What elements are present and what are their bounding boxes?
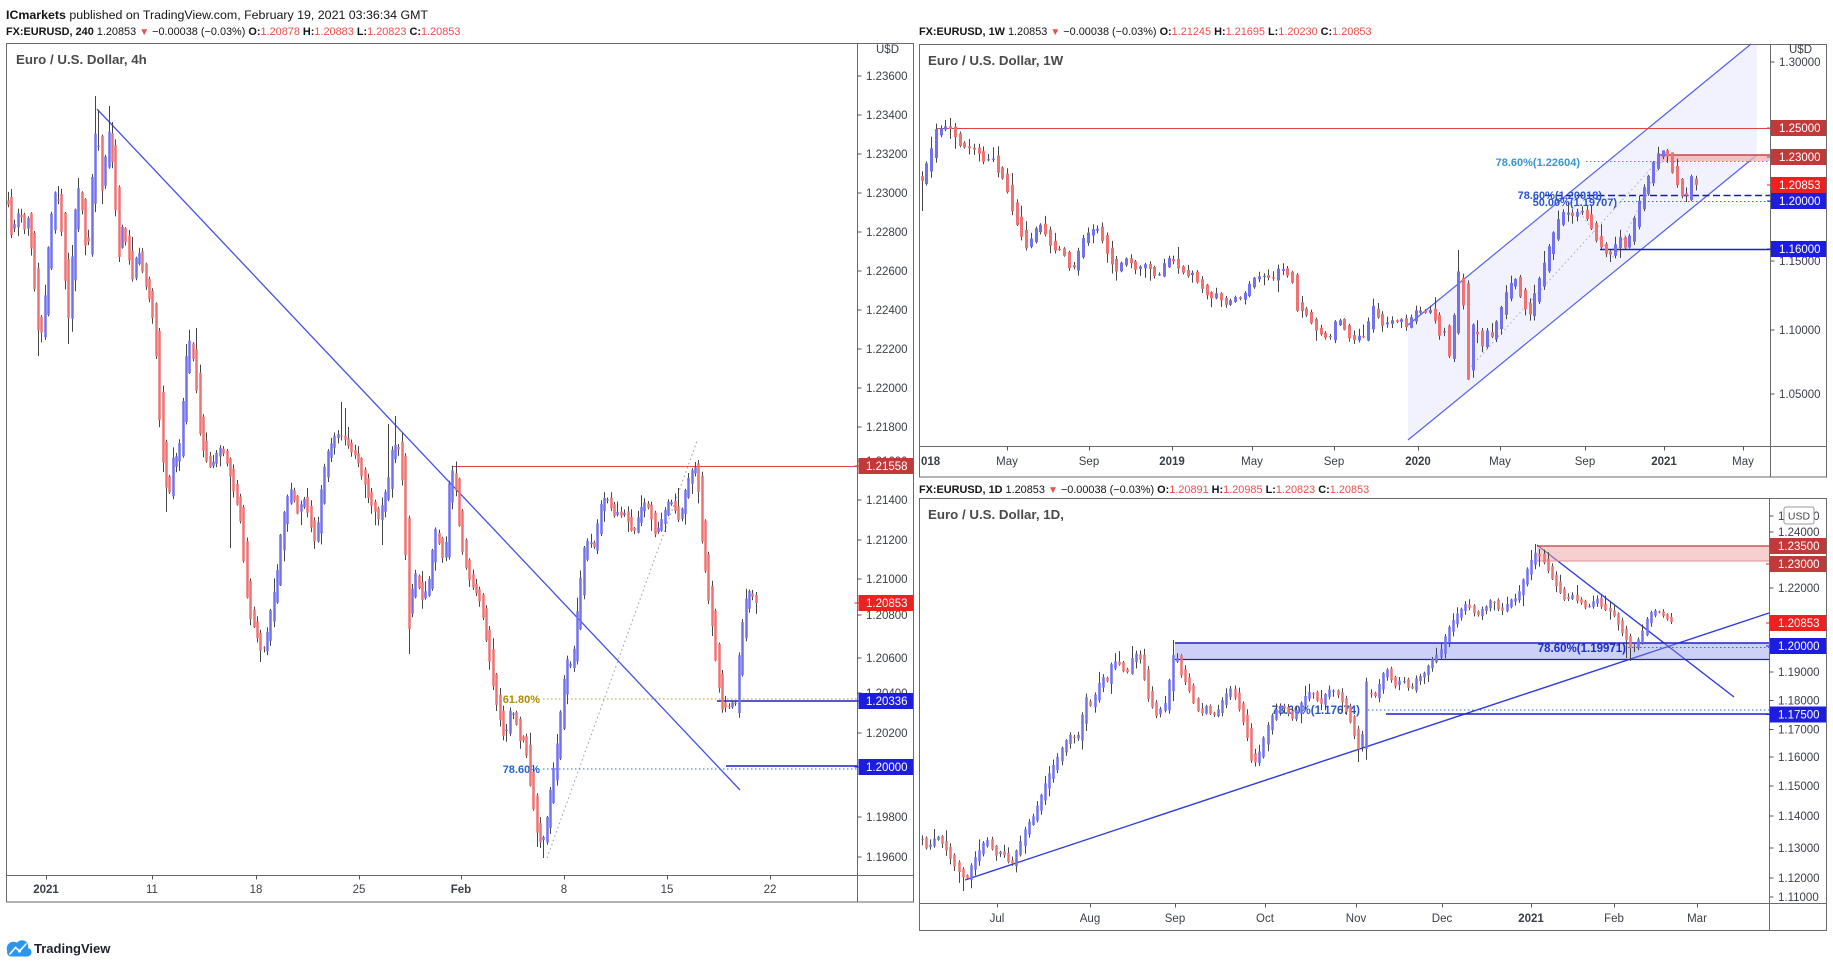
svg-text:1.19600: 1.19600: [866, 852, 908, 864]
svg-text:Jul: Jul: [990, 913, 1005, 925]
svg-text:25: 25: [353, 884, 366, 896]
svg-text:78.60%(1.20018): 78.60%(1.20018): [1518, 190, 1603, 202]
svg-text:Sep: Sep: [1575, 456, 1595, 468]
svg-text:Feb: Feb: [1604, 913, 1624, 925]
svg-text:1.20336: 1.20336: [866, 696, 908, 708]
svg-text:1.21200: 1.21200: [866, 535, 908, 547]
svg-text:May: May: [1241, 456, 1263, 468]
svg-text:1.11000: 1.11000: [1778, 892, 1819, 904]
svg-text:2021: 2021: [1651, 456, 1677, 468]
svg-text:1.20800: 1.20800: [866, 610, 908, 622]
svg-text:1.17000: 1.17000: [1778, 725, 1820, 737]
svg-text:U$D: U$D: [876, 44, 899, 56]
svg-text:Aug: Aug: [1080, 913, 1100, 925]
svg-text:2021: 2021: [33, 884, 59, 896]
svg-text:22: 22: [764, 884, 777, 896]
svg-text:1.22200: 1.22200: [866, 344, 908, 356]
svg-text:1.23500: 1.23500: [1778, 541, 1820, 553]
svg-text:Nov: Nov: [1346, 913, 1367, 925]
svg-text:1.22000: 1.22000: [1778, 583, 1820, 595]
svg-text:1.13000: 1.13000: [1778, 843, 1820, 855]
svg-text:1.19000: 1.19000: [1778, 667, 1820, 679]
svg-text:FX:EURUSD, 240 1.20853 ▼ −0.0: FX:EURUSD, 240 1.20853 ▼ −0.00038 (−0.03…: [6, 26, 460, 38]
svg-text:Sep: Sep: [1079, 456, 1099, 468]
svg-text:Euro / U.S. Dollar, 1D,: Euro / U.S. Dollar, 1D,: [928, 507, 1064, 522]
svg-text:018: 018: [921, 456, 941, 468]
svg-text:1.12000: 1.12000: [1778, 873, 1820, 885]
svg-text:1.23600: 1.23600: [866, 71, 908, 83]
svg-text:1.23000: 1.23000: [1778, 559, 1820, 571]
svg-text:1.15000: 1.15000: [1778, 781, 1820, 793]
svg-text:Euro / U.S. Dollar, 4h: Euro / U.S. Dollar, 4h: [16, 52, 147, 67]
svg-text:61.80%: 61.80%: [503, 694, 541, 706]
svg-text:ICmarkets published on Trading: ICmarkets published on TradingView.com, …: [6, 8, 428, 22]
svg-text:1.19800: 1.19800: [866, 812, 908, 824]
svg-text:50.00%(1.19707): 50.00%(1.19707): [1533, 197, 1618, 209]
svg-text:1.10000: 1.10000: [1779, 325, 1821, 337]
svg-text:1.22800: 1.22800: [866, 227, 908, 239]
svg-text:1.20853: 1.20853: [1779, 180, 1821, 192]
svg-text:1.20853: 1.20853: [1778, 618, 1820, 630]
svg-text:1.24000: 1.24000: [1778, 527, 1820, 539]
svg-text:1.23000: 1.23000: [866, 188, 908, 200]
svg-text:78.60%(1.19971): 78.60%(1.19971): [1538, 643, 1626, 655]
svg-text:U$D: U$D: [1789, 44, 1812, 56]
svg-text:1.20600: 1.20600: [866, 653, 908, 665]
svg-text:8: 8: [561, 884, 567, 896]
svg-text:1.20853: 1.20853: [866, 598, 908, 610]
svg-text:Dec: Dec: [1432, 913, 1453, 925]
svg-text:1.21000: 1.21000: [866, 574, 908, 586]
svg-text:Euro / U.S. Dollar, 1W: Euro / U.S. Dollar, 1W: [928, 53, 1064, 68]
svg-text:1.14000: 1.14000: [1778, 811, 1820, 823]
svg-text:USD: USD: [1788, 511, 1811, 523]
svg-text:1.16000: 1.16000: [1778, 752, 1820, 764]
svg-text:78.60%(1.22604): 78.60%(1.22604): [1496, 157, 1581, 169]
svg-text:18: 18: [250, 884, 263, 896]
svg-text:1.23000: 1.23000: [1779, 152, 1821, 164]
svg-text:11: 11: [146, 884, 158, 896]
svg-text:1.21800: 1.21800: [866, 422, 908, 434]
svg-text:1.20200: 1.20200: [866, 728, 908, 740]
svg-text:1.21558: 1.21558: [866, 461, 908, 473]
svg-text:TradingView: TradingView: [34, 941, 111, 956]
svg-text:FX:EURUSD, 1D 1.20853 ▼ −0.00: FX:EURUSD, 1D 1.20853 ▼ −0.00038 (−0.03%…: [919, 484, 1369, 496]
svg-text:1.22000: 1.22000: [866, 383, 908, 395]
svg-text:2021: 2021: [1518, 913, 1544, 925]
svg-text:2019: 2019: [1159, 456, 1185, 468]
svg-text:78.60%(1.17674): 78.60%(1.17674): [1272, 705, 1360, 717]
svg-text:1.30000: 1.30000: [1779, 57, 1821, 69]
svg-text:1.25000: 1.25000: [1779, 123, 1821, 135]
svg-text:1.22400: 1.22400: [866, 305, 908, 317]
svg-text:1.23400: 1.23400: [866, 110, 908, 122]
svg-text:1.21400: 1.21400: [866, 495, 908, 507]
svg-text:1.05000: 1.05000: [1779, 389, 1821, 401]
svg-text:Sep: Sep: [1165, 913, 1185, 925]
svg-text:1.16000: 1.16000: [1779, 244, 1821, 256]
svg-text:Mar: Mar: [1687, 913, 1707, 925]
svg-text:May: May: [996, 456, 1018, 468]
svg-text:1.23200: 1.23200: [866, 149, 908, 161]
svg-text:Oct: Oct: [1256, 913, 1275, 925]
svg-text:1.17500: 1.17500: [1778, 710, 1820, 722]
svg-text:May: May: [1732, 456, 1754, 468]
svg-text:1.18000: 1.18000: [1778, 696, 1820, 708]
svg-text:1.22600: 1.22600: [866, 266, 908, 278]
svg-text:1.20000: 1.20000: [866, 762, 908, 774]
svg-text:2020: 2020: [1405, 456, 1431, 468]
svg-text:15: 15: [661, 884, 674, 896]
svg-text:FX:EURUSD, 1W 1.20853 ▼ −0.00: FX:EURUSD, 1W 1.20853 ▼ −0.00038 (−0.03%…: [919, 26, 1372, 38]
svg-text:1.20000: 1.20000: [1778, 641, 1820, 653]
svg-text:May: May: [1489, 456, 1511, 468]
svg-text:1.15000: 1.15000: [1779, 256, 1821, 268]
svg-text:1.20000: 1.20000: [1779, 196, 1821, 208]
svg-text:Feb: Feb: [451, 884, 471, 896]
svg-text:Sep: Sep: [1324, 456, 1344, 468]
